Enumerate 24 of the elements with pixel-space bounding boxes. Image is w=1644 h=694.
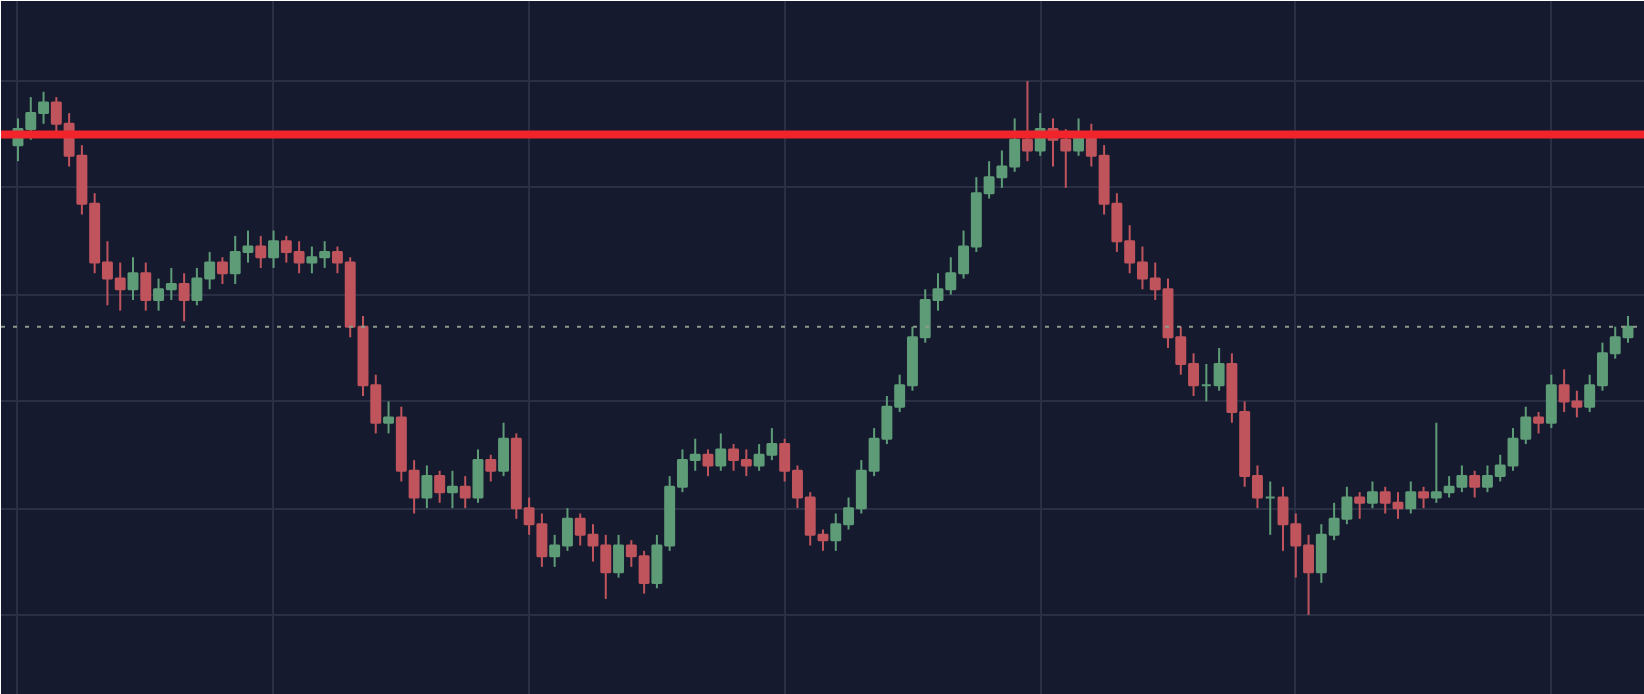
candlestick (1366, 480, 1378, 510)
candlestick (613, 533, 625, 579)
candlestick (1021, 80, 1033, 163)
candlestick (178, 272, 190, 323)
candlestick (1418, 485, 1430, 510)
candlestick (421, 464, 433, 510)
candlestick (446, 469, 458, 510)
candlestick (485, 453, 497, 483)
candlestick (383, 400, 395, 435)
candlestick (459, 475, 471, 510)
candlestick (1469, 469, 1481, 499)
candlestick (127, 256, 139, 301)
candlestick (268, 229, 280, 269)
candlestick (1545, 373, 1557, 430)
candlestick (1405, 480, 1417, 515)
candlestick (498, 421, 510, 478)
candlestick (472, 448, 484, 504)
candlestick (140, 261, 152, 312)
candlestick (1354, 491, 1366, 520)
candlestick (715, 432, 727, 472)
candlestick (434, 469, 446, 504)
candlestick (216, 256, 228, 285)
candlestick (255, 234, 267, 269)
candlestick (1533, 411, 1545, 435)
